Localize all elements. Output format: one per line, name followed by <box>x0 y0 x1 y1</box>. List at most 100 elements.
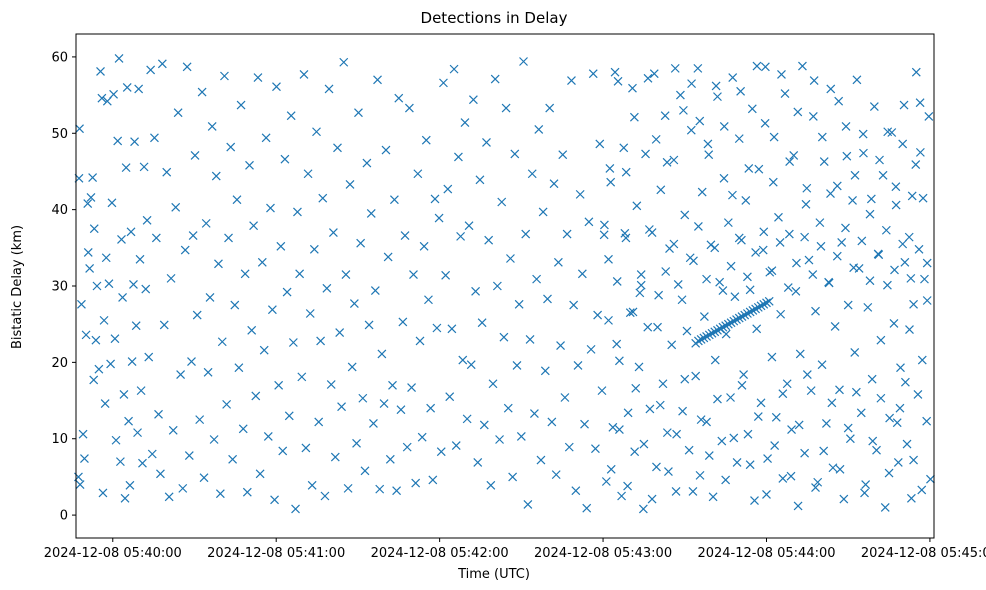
data-point <box>740 310 750 320</box>
x-axis: 2024-12-08 05:40:00 2024-12-08 05:41:00 20… <box>44 538 986 561</box>
data-point <box>261 133 271 143</box>
data-point <box>135 254 145 264</box>
data-point <box>381 145 391 155</box>
data-point <box>667 340 677 350</box>
data-point <box>873 249 883 259</box>
data-point <box>508 472 518 482</box>
data-point <box>756 398 766 408</box>
data-point <box>793 501 803 511</box>
data-point <box>514 299 524 309</box>
data-point <box>473 457 483 467</box>
data-point <box>872 445 881 455</box>
data-point <box>94 364 104 374</box>
data-point <box>756 301 766 311</box>
data-point <box>125 480 135 490</box>
data-point <box>497 197 507 207</box>
data-point <box>358 393 368 403</box>
data-point <box>899 100 909 110</box>
data-point <box>841 223 850 233</box>
data-point <box>670 63 680 73</box>
data-point <box>466 360 476 370</box>
data-point <box>832 181 842 191</box>
points-layer <box>74 54 935 514</box>
data-point <box>893 457 903 467</box>
data-point <box>318 193 328 203</box>
data-point <box>762 298 771 308</box>
data-point <box>575 189 585 199</box>
data-point <box>441 270 451 280</box>
data-point <box>826 84 836 94</box>
data-point <box>782 379 792 389</box>
data-point <box>199 473 209 483</box>
y-tick-label: 10 <box>51 432 68 447</box>
data-point <box>78 429 88 439</box>
data-point <box>802 183 812 193</box>
data-point <box>881 225 891 235</box>
data-point <box>915 147 925 157</box>
data-point <box>900 377 910 387</box>
data-point <box>316 336 326 346</box>
data-point <box>826 189 835 199</box>
data-point <box>266 203 275 213</box>
data-point <box>678 406 688 416</box>
y-tick-label: 60 <box>51 50 68 65</box>
data-point <box>815 218 825 228</box>
data-point <box>453 152 463 162</box>
data-point <box>697 187 707 197</box>
data-point <box>156 469 165 479</box>
data-point <box>785 157 795 166</box>
data-point <box>356 238 366 248</box>
data-point <box>651 134 661 144</box>
data-point <box>564 442 574 452</box>
data-point <box>911 67 921 77</box>
data-point <box>702 331 711 341</box>
data-point <box>883 127 893 137</box>
data-point <box>715 324 725 334</box>
data-point <box>800 448 810 458</box>
data-point <box>890 265 899 275</box>
data-point <box>780 89 790 98</box>
data-point <box>906 273 916 283</box>
data-point <box>876 393 886 403</box>
data-point <box>328 228 338 237</box>
data-point <box>234 363 244 373</box>
data-point <box>662 157 672 167</box>
data-point <box>168 425 178 435</box>
data-point <box>850 348 860 357</box>
data-point <box>922 296 932 305</box>
data-point <box>636 280 646 290</box>
data-point <box>835 464 845 474</box>
data-point <box>914 244 924 254</box>
data-point <box>898 239 908 249</box>
data-point <box>599 220 609 230</box>
data-point <box>787 425 796 434</box>
data-point <box>664 467 673 476</box>
x-tick-label: 2024-12-08 05:42:00 <box>371 546 509 561</box>
data-point <box>745 460 755 470</box>
data-point <box>865 276 875 286</box>
data-point <box>109 89 119 99</box>
data-point <box>558 150 568 160</box>
data-point <box>426 403 436 413</box>
data-point <box>647 494 657 504</box>
data-point <box>272 82 281 92</box>
data-point <box>817 132 827 142</box>
data-point <box>811 483 820 493</box>
data-point <box>482 138 491 147</box>
data-point <box>858 129 868 139</box>
data-point <box>696 415 706 425</box>
data-point <box>660 111 670 121</box>
data-point <box>322 283 332 293</box>
data-point <box>86 192 96 202</box>
data-point <box>741 196 751 205</box>
data-point <box>523 499 533 509</box>
data-point <box>131 321 141 331</box>
data-point <box>748 306 758 315</box>
data-point <box>713 394 722 404</box>
data-point <box>121 163 131 173</box>
data-point <box>645 404 655 414</box>
data-point <box>866 194 876 204</box>
data-point <box>276 241 286 251</box>
data-point <box>443 184 453 194</box>
data-point <box>830 322 840 331</box>
